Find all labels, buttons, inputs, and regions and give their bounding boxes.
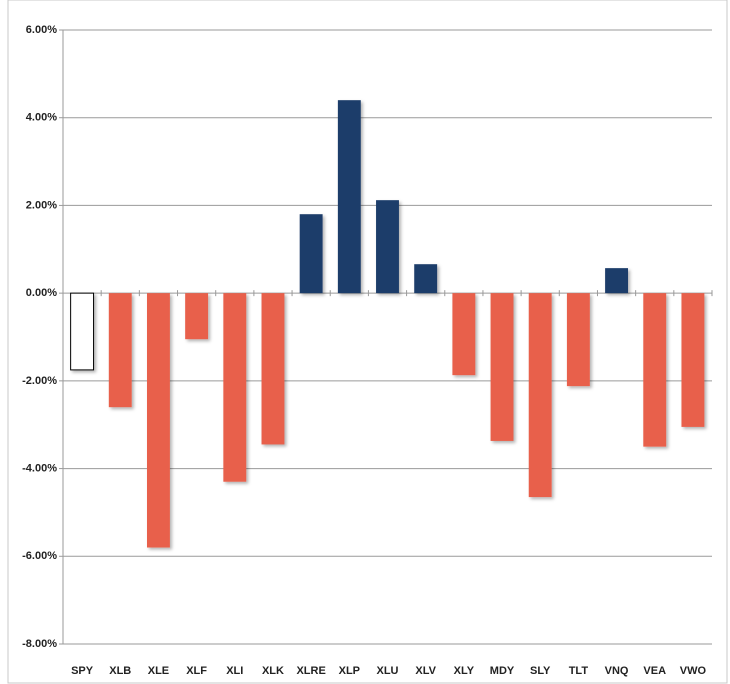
frame bbox=[7, 0, 728, 684]
bar bbox=[490, 293, 514, 441]
bar bbox=[70, 292, 95, 371]
bar bbox=[452, 293, 476, 376]
bar bbox=[566, 293, 590, 387]
x-tick-label: VWO bbox=[680, 665, 707, 677]
bar bbox=[643, 293, 667, 447]
bar bbox=[299, 214, 323, 294]
x-tick-label: XLU bbox=[377, 665, 399, 677]
y-tick-label: -6.00% bbox=[22, 550, 57, 562]
y-tick-label: 4.00% bbox=[26, 112, 57, 124]
x-tick-label: TLT bbox=[569, 665, 589, 677]
bar bbox=[261, 293, 285, 445]
y-tick-label: -8.00% bbox=[22, 638, 57, 650]
bar bbox=[528, 293, 552, 498]
y-tick-label: 6.00% bbox=[26, 24, 57, 36]
bar bbox=[681, 293, 705, 427]
x-tick-label: XLE bbox=[148, 665, 169, 677]
bar bbox=[376, 200, 399, 294]
x-tick-label: SLY bbox=[530, 665, 551, 677]
x-tick-label: XLY bbox=[454, 665, 475, 677]
x-tick-label: XLV bbox=[415, 665, 436, 677]
y-tick-label: 0.00% bbox=[26, 287, 57, 299]
bar bbox=[223, 293, 247, 482]
bar bbox=[414, 264, 438, 294]
bar bbox=[337, 100, 361, 294]
x-tick-label: XLK bbox=[262, 665, 284, 677]
bar bbox=[605, 268, 629, 294]
bar bbox=[185, 293, 209, 340]
x-tick-label: XLI bbox=[226, 665, 243, 677]
x-tick-label: VEA bbox=[643, 665, 666, 677]
y-tick-label: -2.00% bbox=[22, 375, 57, 387]
x-tick-label: XLB bbox=[109, 665, 131, 677]
y-tick-label: -4.00% bbox=[22, 462, 57, 474]
bar bbox=[146, 293, 170, 548]
x-tick-label: SPY bbox=[71, 665, 94, 677]
x-tick-label: MDY bbox=[490, 665, 515, 677]
x-tick-label: XLP bbox=[339, 665, 360, 677]
bar bbox=[108, 293, 132, 408]
x-tick-label: XLRE bbox=[296, 665, 325, 677]
x-tick-label: XLF bbox=[186, 665, 207, 677]
x-tick-label: VNQ bbox=[605, 665, 629, 677]
y-tick-label: 2.00% bbox=[26, 199, 57, 211]
